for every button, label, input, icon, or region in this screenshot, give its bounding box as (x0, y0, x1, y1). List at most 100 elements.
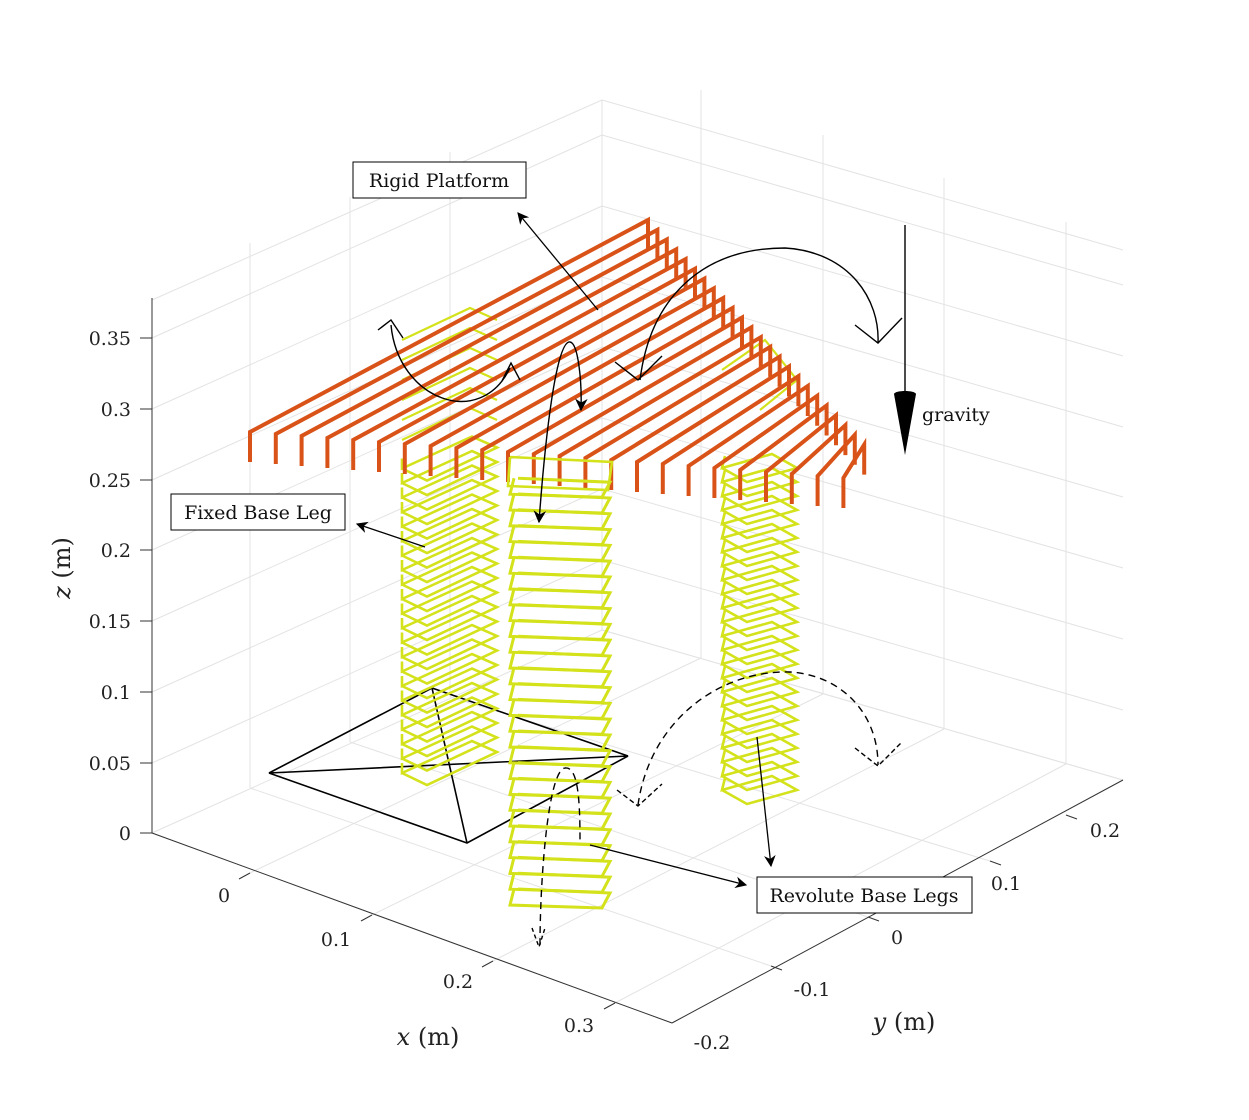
z-tick-label: 0.15 (89, 611, 131, 633)
revolute-leg-frame-right (720, 620, 801, 652)
fixed-leg-frame (400, 609, 501, 656)
annotation-box (352, 161, 527, 199)
revolute-leg-frame-right (720, 480, 801, 512)
fixed-leg-frame (400, 623, 501, 671)
y-tick-mark (989, 860, 1002, 866)
z-tick-label: 0.3 (101, 399, 131, 421)
revolute-leg-frame-right (720, 466, 801, 498)
fixed-leg-frame (400, 594, 501, 642)
fixed-leg-frame (400, 638, 501, 685)
grid-line (151, 134, 603, 339)
revolute-leg-frame-right (720, 718, 801, 750)
grid-line (151, 417, 603, 622)
x-tick-label: 0.2 (443, 971, 473, 993)
revolute-leg-frame-right (720, 536, 801, 568)
grid-line (249, 657, 702, 874)
z-tick-label: 0.25 (89, 470, 131, 492)
revolute-leg-frame-right (720, 522, 801, 554)
revolute-leg-frame-right (720, 732, 801, 764)
y-tick-mark (867, 916, 880, 922)
z-tick-label: 0 (119, 823, 131, 845)
fixed-leg-frame (400, 696, 501, 743)
gravity-label: gravity (922, 404, 990, 426)
revolute-leg-frame-right (720, 606, 801, 638)
fixed-leg-frame (400, 725, 501, 772)
leg-frames-front (506, 455, 614, 910)
grid-line (601, 559, 1124, 711)
rotation-arrow-leg-right-tail (616, 783, 663, 807)
z-tick-label: 0.2 (101, 540, 131, 562)
fixed-leg-frame (400, 667, 501, 714)
grid-line (151, 559, 603, 764)
annotation-box (756, 876, 973, 914)
rotation-arrow-platform-left-head (377, 318, 404, 339)
rotation-arrow-platform-right-head (854, 317, 903, 344)
z-tick-label: 0.05 (89, 753, 131, 775)
x-axis-label: x (m) (397, 1023, 460, 1051)
platform-frame (789, 420, 848, 504)
gravity-arrow: gravity (894, 225, 990, 455)
grid-line (151, 629, 603, 834)
revolute-leg-frame-right (720, 592, 801, 624)
z-axis-label-var: z (48, 586, 76, 600)
y-tick-label: 0.2 (1090, 820, 1120, 842)
x-tick-mark (360, 914, 373, 922)
rotation-arrow-platform-right (639, 247, 879, 381)
leg-frames-back (400, 306, 801, 806)
annotation-box (170, 493, 346, 531)
annotation-pointer (517, 212, 599, 311)
rotation-arrow-platform-right-tail (614, 355, 663, 381)
y-tick-mark (770, 965, 783, 971)
z-tick-label: 0.35 (89, 328, 131, 350)
fixed-leg-upper-frame (401, 306, 498, 341)
x-tick-label: 0.1 (321, 929, 351, 951)
revolute-leg-frame-right (720, 578, 801, 610)
z-tick-labels: 0 0.05 0.1 0.15 0.2 0.25 0.3 0.35 (89, 328, 131, 845)
fixed-leg-frame (400, 580, 501, 627)
y-tick-mark (1065, 814, 1078, 820)
z-tick-label: 0.1 (101, 682, 131, 704)
revolute-leg-frame-right (720, 648, 801, 680)
x-tick-labels: 0 0.1 0.2 0.3 (218, 885, 594, 1037)
x-tick-label: 0.3 (564, 1015, 594, 1037)
rotation-arrow-leg-right (637, 671, 879, 806)
grid-line (601, 134, 1124, 286)
y-axis-label-unit: (m) (886, 1008, 935, 1036)
y-tick-label: -0.1 (794, 979, 831, 1001)
rigid-platform-frames (248, 216, 867, 508)
grid-line (151, 488, 603, 693)
motion-arrows (377, 247, 903, 950)
grid-line (601, 417, 1124, 569)
grid-line (601, 488, 1124, 640)
fixed-leg-frame (400, 478, 501, 526)
x-tick-mark (238, 872, 251, 880)
fixed-leg-frame (400, 710, 501, 758)
revolute-leg-frame-right (720, 746, 801, 778)
revolute-leg-frame-right (720, 564, 801, 596)
y-tick-label: 0.1 (991, 873, 1021, 895)
annotation-fixed-base-leg: Fixed Base Leg (170, 493, 426, 548)
x-axis-label-var: x (397, 1023, 411, 1051)
fixed-leg-frame (400, 464, 501, 511)
revolute-leg-frame-right (720, 452, 801, 484)
grid-line (601, 205, 1124, 357)
y-axis-label-var: y (872, 1008, 887, 1036)
rotation-arrow-platform-left (390, 324, 511, 403)
revolute-leg-frame-right (720, 508, 801, 540)
grid-line (601, 629, 1124, 781)
annotation-rigid-platform: Rigid Platform (352, 161, 599, 311)
rotation-arrow-leg-front (539, 767, 581, 946)
x-tick-label: 0 (218, 885, 230, 907)
annotation-pointer (589, 844, 748, 889)
grid-line (449, 696, 991, 862)
grid-line (151, 99, 603, 301)
platform-frame (764, 411, 838, 502)
annotation-text: Rigid Platform (369, 170, 509, 192)
annotation-text: Revolute Base Legs (769, 885, 958, 907)
fixed-leg-frame (400, 739, 501, 787)
annotation-revolute-base-legs: Revolute Base Legs (589, 736, 973, 914)
grid-lines (151, 90, 1124, 1024)
revolute-leg-frame-right (720, 494, 801, 526)
y-axis-label: y (m) (872, 1008, 936, 1036)
